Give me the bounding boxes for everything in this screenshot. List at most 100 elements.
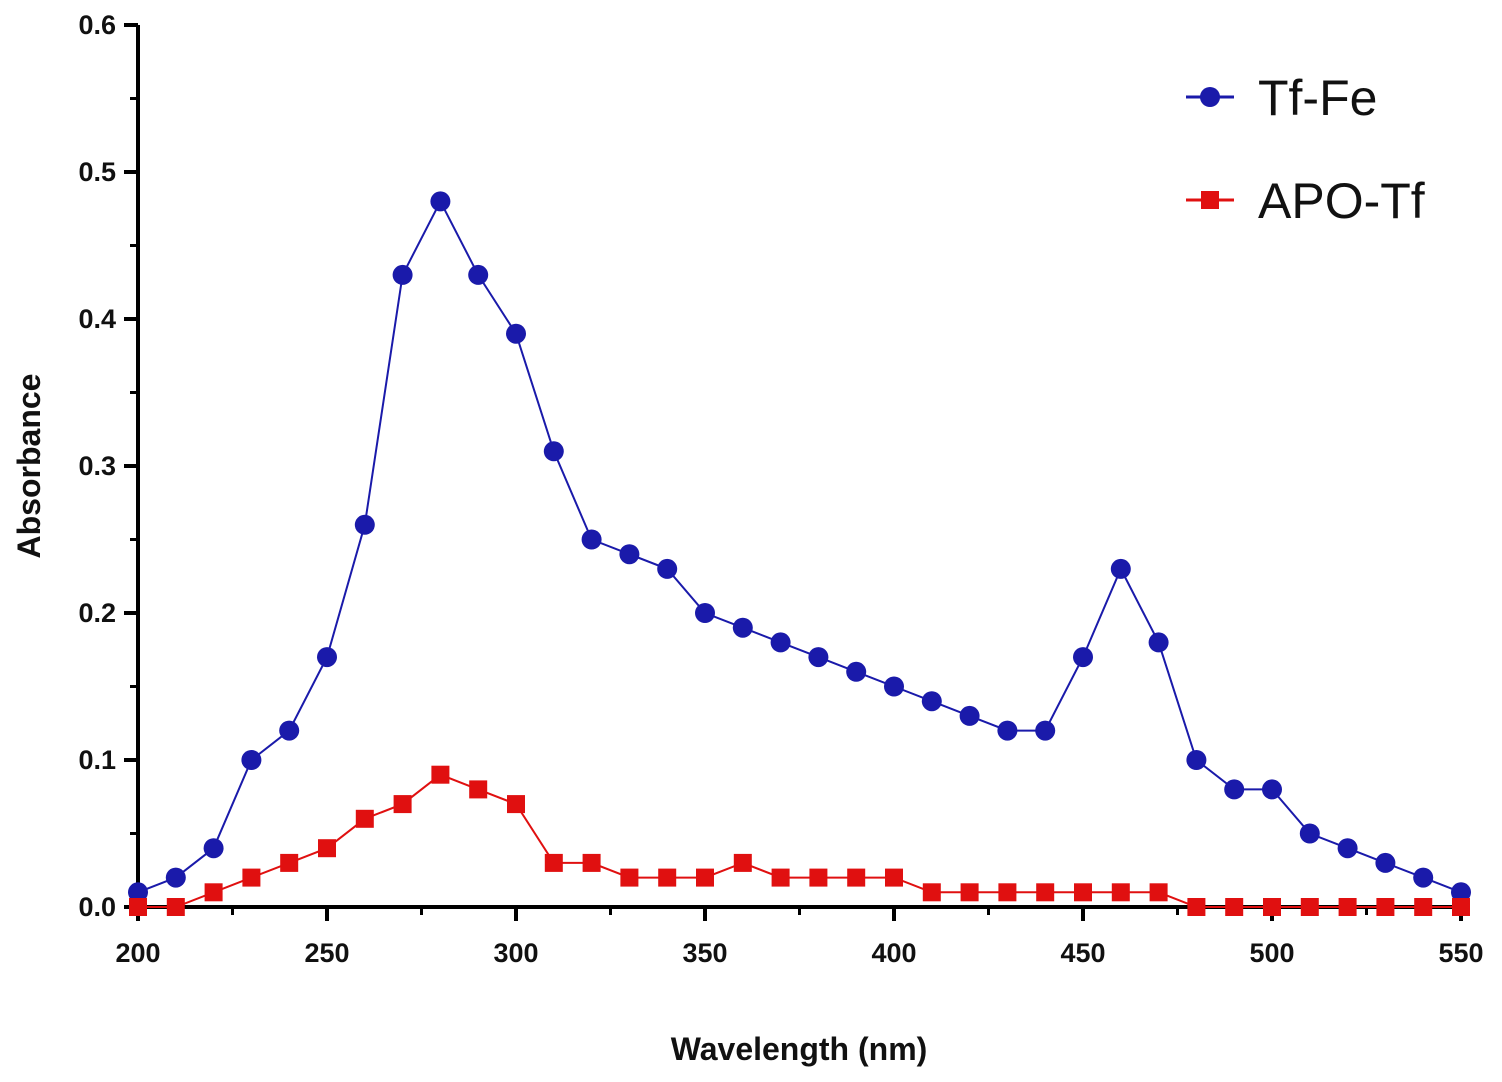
data-point (959, 705, 980, 726)
series-tf-fe (128, 191, 1471, 903)
data-point (543, 441, 564, 462)
data-point (354, 514, 375, 535)
x-tick-label: 550 (1438, 938, 1483, 968)
x-tick-label: 450 (1060, 938, 1105, 968)
data-point (696, 868, 714, 887)
data-point (1036, 883, 1055, 902)
legend-item: Tf-Fe (1186, 70, 1377, 126)
data-point (1035, 720, 1056, 741)
data-point (317, 647, 337, 668)
axes: 0.0 0.1 0.2 0.3 0.4 0.5 0.6 200 250 300 350 400 450 5… (78, 10, 1483, 968)
data-point (1376, 898, 1395, 916)
data-point (922, 883, 941, 902)
series-layer (128, 191, 1471, 916)
y-tick-label: 0.4 (78, 304, 116, 334)
y-tick-label: 0.5 (78, 157, 116, 187)
y-tick-label: 0.2 (78, 598, 116, 628)
data-point (921, 691, 942, 712)
data-point (658, 868, 677, 887)
x-tick-label: 500 (1249, 938, 1294, 968)
data-point (808, 647, 829, 668)
data-point (280, 853, 299, 872)
data-point (355, 809, 374, 828)
data-point (1413, 867, 1434, 888)
data-point (582, 853, 601, 872)
y-axis-title: Absorbance (11, 374, 47, 559)
data-point (279, 720, 300, 741)
data-point (846, 661, 867, 682)
data-point (1338, 898, 1357, 916)
data-point (620, 868, 639, 887)
legend: Tf-Fe APO-Tf (1186, 70, 1425, 229)
data-point (431, 765, 450, 784)
data-point (998, 883, 1017, 902)
data-point (960, 883, 979, 902)
data-point (506, 323, 526, 344)
data-point (392, 264, 413, 285)
data-point (430, 191, 451, 212)
data-point (581, 529, 602, 550)
data-point (1224, 779, 1245, 800)
data-point (166, 898, 185, 916)
data-point (1111, 883, 1130, 902)
data-point (241, 750, 262, 770)
data-point (544, 853, 563, 872)
data-point (885, 868, 903, 887)
data-point (165, 867, 186, 888)
data-point (128, 882, 148, 903)
data-point (129, 898, 147, 916)
data-point (1149, 883, 1168, 902)
data-point (203, 838, 224, 859)
data-point (1263, 898, 1281, 916)
data-point (318, 839, 336, 858)
data-point (847, 868, 866, 887)
x-tick-label: 200 (115, 938, 160, 968)
data-point (695, 603, 715, 623)
data-point (204, 883, 223, 902)
y-tick-label: 0.1 (78, 745, 116, 775)
x-tick-label: 250 (304, 938, 349, 968)
data-point (1452, 898, 1470, 916)
data-point (1337, 838, 1358, 859)
data-point (507, 795, 525, 814)
data-point (1074, 883, 1092, 902)
data-point (809, 868, 828, 887)
data-point (732, 617, 753, 638)
data-point (1451, 882, 1471, 903)
data-point (1299, 823, 1320, 844)
series-apo-tf (129, 765, 1470, 916)
data-point (242, 868, 261, 887)
data-point (468, 264, 489, 285)
legend-marker (1200, 87, 1220, 107)
data-point (770, 632, 791, 653)
data-point (1300, 898, 1319, 916)
x-tick-label: 300 (493, 938, 538, 968)
data-point (469, 780, 488, 799)
data-point (657, 558, 678, 579)
data-point (884, 676, 904, 697)
y-tick-label: 0.0 (78, 892, 116, 922)
y-tick-label: 0.3 (78, 451, 116, 481)
series-line (138, 773, 1461, 908)
legend-label: Tf-Fe (1258, 70, 1377, 126)
data-point (771, 868, 790, 887)
x-tick-label: 350 (682, 938, 727, 968)
data-point (1414, 898, 1433, 916)
data-point (997, 720, 1018, 741)
data-point (733, 853, 752, 872)
data-point (393, 795, 412, 814)
data-point (1225, 898, 1244, 916)
data-point (1148, 632, 1169, 653)
data-point (1186, 750, 1207, 770)
x-tick-label: 400 (871, 938, 916, 968)
data-point (1375, 852, 1396, 873)
y-tick-label: 0.6 (78, 10, 116, 40)
legend-label: APO-Tf (1258, 173, 1425, 229)
data-point (1187, 898, 1206, 916)
legend-item: APO-Tf (1186, 173, 1425, 229)
data-point (1110, 558, 1131, 579)
x-axis-title: Wavelength (nm) (671, 1031, 928, 1067)
data-point (619, 544, 640, 565)
legend-marker (1201, 191, 1219, 209)
